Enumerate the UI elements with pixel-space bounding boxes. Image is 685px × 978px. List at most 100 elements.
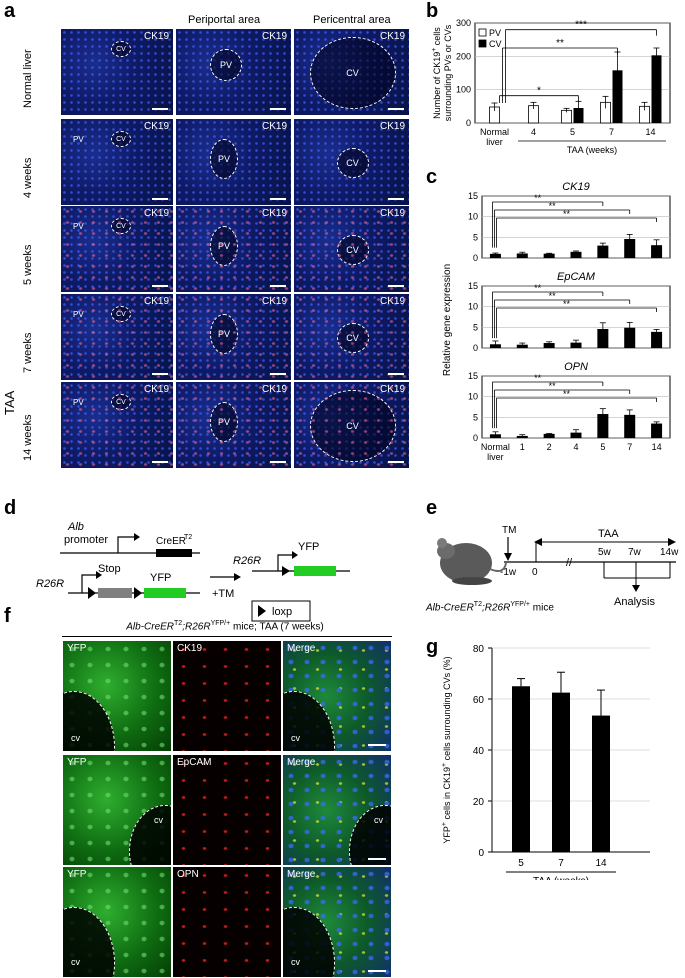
- ylabel-c: Relative gene expression: [442, 264, 453, 376]
- panel-label-b: b: [426, 0, 439, 22]
- yfp-label-left: YFP: [150, 572, 171, 584]
- xtick-c: 4: [573, 442, 578, 452]
- tile-a-r1-c1: CK19 PV: [175, 118, 292, 206]
- ytick-g: 20: [473, 797, 485, 808]
- bar-c: [570, 342, 582, 348]
- pv-label: PV: [73, 222, 84, 231]
- ytick-g: 40: [473, 746, 485, 757]
- bar-c: [597, 328, 609, 348]
- bar-c: [651, 331, 663, 348]
- scale-bar: [270, 373, 286, 375]
- scale-bar: [388, 373, 404, 375]
- subtitle-c: CK19: [562, 181, 590, 193]
- taa-group-label: TAA: [2, 390, 17, 415]
- channel-label: Merge: [287, 869, 316, 880]
- tile-a-r0-c2: CK19 CV: [293, 28, 410, 116]
- panel-label-c: c: [426, 166, 438, 188]
- stain-label: CK19: [143, 384, 169, 395]
- stain-label: CK19: [143, 296, 169, 307]
- row-label-1: 4 weeks: [22, 157, 34, 198]
- ytick-c: 5: [473, 322, 478, 332]
- xtick-b: Normal: [480, 127, 509, 137]
- row-label-2: 5 weeks: [22, 244, 34, 285]
- xtick-c: 14: [652, 442, 662, 452]
- tile-a-r2-c0: CK19 CV PV: [60, 205, 174, 293]
- ytick-b: 0: [466, 118, 471, 128]
- sig-star-c: **: [563, 209, 571, 219]
- cv-region: [63, 907, 115, 977]
- sig-star-c: **: [549, 291, 557, 301]
- stain-label: CK19: [261, 384, 287, 395]
- tile-a-r3-c0: CK19 CV PV: [60, 293, 174, 381]
- sig-star-c: **: [563, 299, 571, 309]
- tile-a-r0-c1: CK19 PV: [175, 28, 292, 116]
- alb-label: Alb: [67, 521, 84, 533]
- cv-label: cv: [71, 957, 80, 967]
- alb-promoter-arrow: [117, 536, 134, 553]
- pv-vessel: PV: [210, 49, 242, 81]
- col-title-periportal: Periportal area: [188, 14, 261, 26]
- channel-label: YFP: [67, 643, 87, 654]
- analysis-label: Analysis: [614, 596, 655, 608]
- cv-vessel: CV: [336, 323, 369, 353]
- cv-label: cv: [71, 733, 80, 743]
- ytick-c: 5: [473, 232, 478, 242]
- stain-label: CK19: [261, 296, 287, 307]
- panel-e-timeline: TM TAA // -1w 0 5w 7w 14w Analysis: [437, 525, 679, 608]
- subtitle-c: OPN: [564, 361, 588, 373]
- bar-c: [489, 253, 501, 258]
- tile-f-r2-c0: YFP cv: [62, 866, 172, 978]
- ytick-c: 0: [473, 343, 478, 353]
- channel-label: EpCAM: [177, 757, 212, 768]
- tile-a-r3-c2: CK19 CV: [293, 293, 410, 381]
- tile-a-r4-c0: CK19 CV PV: [60, 381, 174, 469]
- tm-time-label: TM: [502, 525, 516, 536]
- scale-bar: [270, 108, 286, 110]
- cv-vessel-small: CV: [111, 131, 131, 147]
- bar-c: [651, 423, 663, 438]
- bar-cv: [573, 108, 584, 123]
- cv-region: [129, 805, 171, 865]
- bar-cv: [612, 70, 623, 123]
- scale-bar: [388, 108, 404, 110]
- xtick-c: Normal: [481, 442, 510, 452]
- xtick-b: 5: [570, 127, 575, 137]
- ylabel-g-part: cells surrounding CVs (%): [442, 656, 452, 763]
- ytick-c: 5: [473, 412, 478, 422]
- sig-star-c: **: [549, 201, 557, 211]
- ylabel-b-sup: +: [431, 48, 438, 52]
- bar-c: [624, 327, 636, 348]
- ytick-g: 0: [478, 848, 484, 859]
- scale-bar: [388, 461, 404, 463]
- ytick-g: 60: [473, 695, 485, 706]
- r26r-label-left: R26R: [36, 578, 64, 590]
- ytick-b: 300: [456, 18, 471, 28]
- bar-c: [624, 414, 636, 438]
- cv-vessel-small: CV: [111, 41, 131, 57]
- sig-star-c: **: [534, 283, 542, 293]
- ylabel-b-part: Number of CK19: [432, 52, 442, 119]
- tile-a-r4-c1: CK19 PV: [175, 381, 292, 469]
- scale-bar: [270, 461, 286, 463]
- tm-label: +TM: [212, 588, 234, 600]
- loxp-legend-icon: [258, 605, 266, 617]
- pv-label: PV: [73, 310, 84, 319]
- cv-vessel: CV: [336, 235, 369, 265]
- loxp-legend-label: loxp: [272, 606, 292, 618]
- cv-label: cv: [291, 733, 300, 743]
- ylabel-b-line2: surrounding PVs or CVs: [443, 24, 453, 121]
- cv-vessel: CV: [336, 148, 369, 178]
- xtick-b: liver: [486, 137, 503, 147]
- stain-label: CK19: [143, 31, 169, 42]
- legend-label-b: CV: [489, 39, 502, 49]
- mouse-genotype-label: Alb-CreERT2;R26RYFP/+ mice: [426, 601, 554, 614]
- yfp-label-right: YFP: [298, 541, 319, 553]
- loxp-triangle-2: [134, 587, 142, 599]
- tile-a-r3-c1: CK19 PV: [175, 293, 292, 381]
- scale-bar: [152, 285, 168, 287]
- pv-label: PV: [73, 398, 84, 407]
- bar-cv: [651, 55, 662, 124]
- ylabel-g: YFP+ cells in CK19+ cells surrounding CV…: [441, 656, 452, 843]
- tile-f-r1-c1: EpCAM: [172, 754, 282, 866]
- sig-star-b: **: [556, 38, 564, 49]
